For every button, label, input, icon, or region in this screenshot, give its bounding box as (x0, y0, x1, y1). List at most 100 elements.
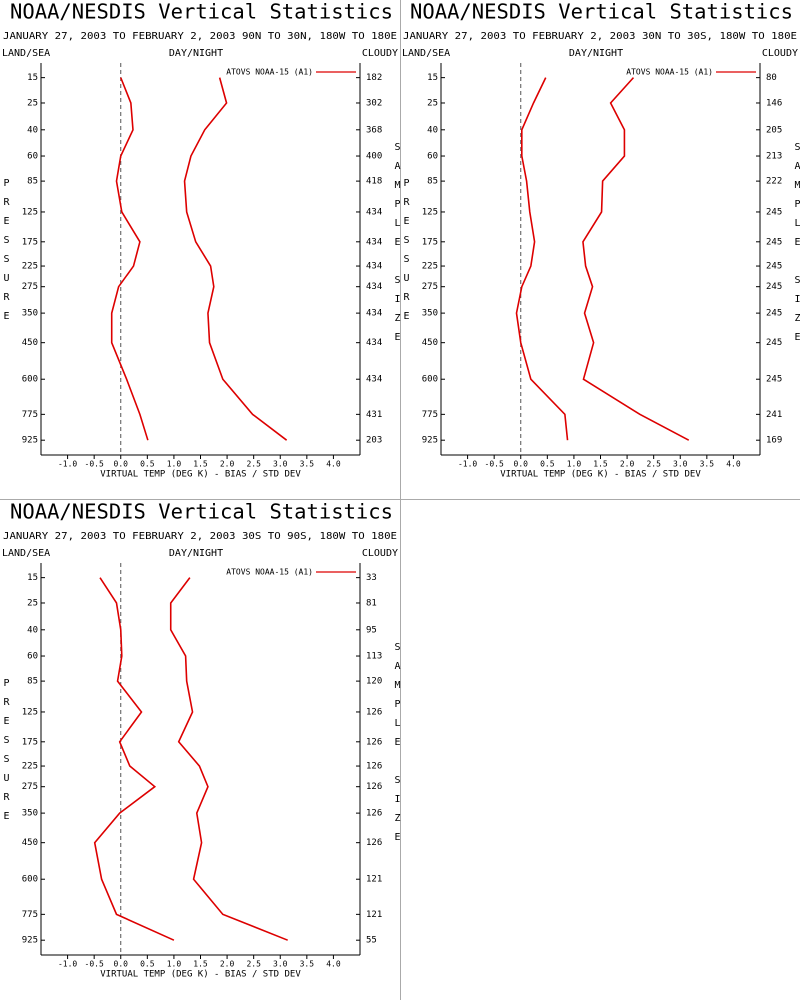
y-tick-label: 600 (22, 375, 38, 385)
x-tick-label: 4.0 (326, 460, 341, 469)
sample-size: 80 (766, 73, 777, 83)
sample-size: 245 (766, 282, 782, 292)
data-line (169, 577, 288, 941)
y-tick-label: 60 (27, 152, 38, 162)
sample-size: 126 (366, 838, 382, 848)
legend-label: ATOVS NOAA-15 (A1) (226, 568, 313, 577)
y-tick-label: 350 (22, 309, 38, 319)
y-tick-label: 60 (27, 652, 38, 662)
subtitle: JANUARY 27, 2003 TO FEBRUARY 2, 2003 30S… (3, 531, 397, 542)
vertical-axis-label: SAMPLE SIZE (392, 142, 403, 351)
sample-size: 120 (366, 677, 382, 687)
x-tick-label: 1.0 (167, 960, 182, 969)
x-tick-label: 1.5 (593, 460, 608, 469)
y-tick-label: 125 (422, 207, 438, 217)
sample-size: 33 (366, 573, 377, 583)
vertical-axis-label: SAMPLE SIZE (392, 642, 403, 851)
y-tick-label: 775 (22, 410, 38, 420)
sample-size: 368 (366, 125, 382, 135)
x-tick-label: 1.5 (193, 960, 208, 969)
data-line (515, 77, 569, 441)
header: DAY/NIGHT (169, 548, 223, 559)
vertical-axis-label: PRESSURE (401, 178, 412, 330)
x-tick-label: 0.5 (140, 460, 155, 469)
x-tick-label: -1.0 (458, 460, 477, 469)
header: LAND/SEA (2, 548, 50, 559)
y-tick-label: 775 (422, 410, 438, 420)
x-tick-label: 3.0 (673, 460, 688, 469)
sample-size: 245 (766, 375, 782, 385)
sample-size: 126 (366, 737, 382, 747)
sample-size: 434 (366, 282, 382, 292)
sample-size: 113 (366, 652, 382, 662)
y-tick-label: 85 (27, 177, 38, 187)
header: LAND/SEA (402, 48, 450, 59)
y-tick-label: 450 (22, 338, 38, 348)
chart-title: NOAA/NESDIS Vertical Statistics (410, 0, 793, 24)
chart-panel: NOAA/NESDIS Vertical Statistics JANUARY 2… (2, 500, 398, 980)
y-tick-label: 15 (27, 573, 38, 583)
x-tick-label: 0.0 (514, 460, 529, 469)
vertical-axis-label: PRESSURE (1, 178, 12, 330)
legend-label: ATOVS NOAA-15 (A1) (626, 68, 713, 77)
header: CLOUDY (362, 48, 398, 59)
sample-size: 434 (366, 207, 382, 217)
x-tick-label: 0.5 (540, 460, 555, 469)
data-line (582, 77, 690, 441)
y-tick-label: 40 (27, 625, 38, 635)
sample-size: 205 (766, 125, 782, 135)
x-tick-label: 3.5 (300, 460, 315, 469)
y-tick-label: 775 (22, 910, 38, 920)
y-tick-label: 175 (22, 737, 38, 747)
sample-size: 431 (366, 410, 382, 420)
y-tick-label: 600 (422, 375, 438, 385)
sample-size: 222 (766, 177, 782, 187)
vertical-axis-label: PRESSURE (1, 678, 12, 830)
y-tick-label: 125 (22, 707, 38, 717)
data-line (183, 77, 288, 441)
x-tick-label: -1.0 (58, 960, 77, 969)
y-tick-label: 450 (422, 338, 438, 348)
sample-size: 146 (766, 98, 782, 108)
sample-size: 126 (366, 762, 382, 772)
header: LAND/SEA (2, 48, 50, 59)
sample-size: 418 (366, 177, 382, 187)
y-tick-label: 25 (27, 598, 38, 608)
sample-size: 245 (766, 338, 782, 348)
sample-size: 434 (366, 237, 382, 247)
sample-size: 126 (366, 707, 382, 717)
y-tick-label: 600 (22, 875, 38, 885)
sample-size: 121 (366, 875, 382, 885)
sample-size: 121 (366, 910, 382, 920)
y-tick-label: 85 (427, 177, 438, 187)
y-tick-label: 40 (427, 125, 438, 135)
chart-panel: NOAA/NESDIS Vertical Statistics JANUARY 2… (2, 0, 398, 480)
sample-size: 213 (766, 152, 782, 162)
y-tick-label: 275 (422, 282, 438, 292)
y-tick-label: 450 (22, 838, 38, 848)
y-tick-label: 125 (22, 207, 38, 217)
x-tick-label: 0.0 (114, 460, 129, 469)
data-line (110, 77, 149, 441)
y-tick-label: 350 (422, 309, 438, 319)
y-tick-label: 225 (22, 262, 38, 272)
sample-size: 126 (366, 782, 382, 792)
y-tick-label: 40 (27, 125, 38, 135)
x-tick-label: 1.0 (167, 460, 182, 469)
x-tick-label: 0.0 (114, 960, 129, 969)
x-tick-label: 4.0 (326, 960, 341, 969)
y-tick-label: 175 (22, 237, 38, 247)
y-tick-label: 85 (27, 677, 38, 687)
x-tick-label: 0.5 (140, 960, 155, 969)
y-tick-label: 225 (422, 262, 438, 272)
subtitle: JANUARY 27, 2003 TO FEBRUARY 2, 2003 30N… (403, 31, 797, 42)
sample-size: 203 (366, 436, 382, 446)
x-tick-label: 2.0 (220, 460, 235, 469)
x-tick-label: 2.0 (220, 960, 235, 969)
y-tick-label: 25 (427, 98, 438, 108)
x-axis-label: VIRTUAL TEMP (DEG K) - BIAS / STD DEV (500, 470, 701, 480)
chart-panel: NOAA/NESDIS Vertical Statistics JANUARY 2… (402, 0, 798, 480)
y-tick-label: 15 (27, 73, 38, 83)
x-axis-label: VIRTUAL TEMP (DEG K) - BIAS / STD DEV (100, 970, 301, 980)
